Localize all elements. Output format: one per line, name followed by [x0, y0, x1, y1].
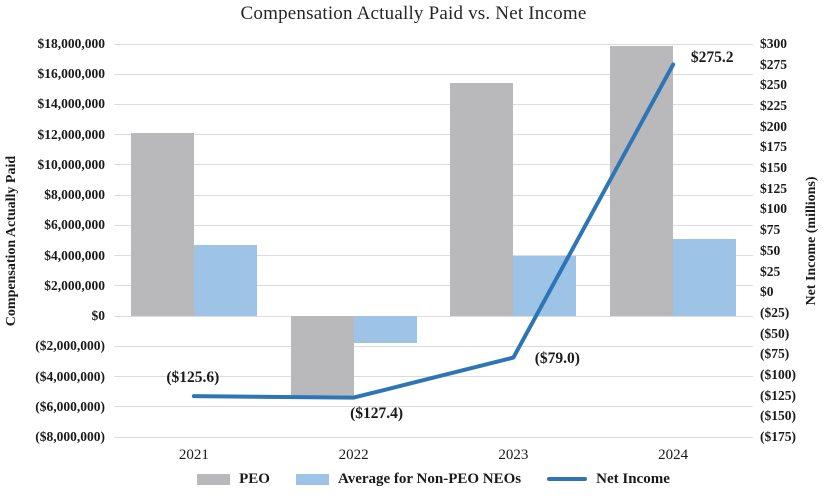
net-income-point-label-2022: ($127.4): [350, 404, 404, 422]
right-tick-label: ($25): [760, 304, 790, 320]
bar-average-for-non-peo-neos-2024: [673, 238, 737, 317]
gridline: [114, 224, 753, 226]
right-tick-label: $200: [760, 118, 787, 134]
plot-area: ($125.6) ($127.4) ($79.0) $275.2: [114, 43, 753, 438]
gridline: [114, 406, 753, 408]
legend-item-net-income: Net Income: [547, 471, 670, 488]
legend-item-average-for-non-peo-neos: Average for Non-PEO NEOs: [295, 470, 522, 488]
bar-peo-2021: [130, 133, 194, 317]
left-tick-label: $16,000,000: [37, 66, 106, 82]
gridline: [114, 194, 753, 196]
left-tick-label: $6,000,000: [44, 217, 105, 233]
gridline: [114, 285, 753, 287]
left-tick-label: $4,000,000: [44, 247, 105, 263]
legend-swatch-icon: [295, 473, 329, 485]
left-axis-tick-labels: $18,000,000 $16,000,000 $14,000,000 $12,000…: [0, 36, 106, 444]
gridline: [114, 255, 753, 257]
right-tick-label: $50: [760, 242, 781, 258]
legend-label: Net Income: [596, 470, 670, 487]
chart-title: Compensation Actually Paid vs. Net Incom…: [240, 3, 587, 24]
right-tick-label: $100: [760, 201, 787, 217]
gridline: [114, 103, 753, 105]
right-tick-label: ($150): [760, 408, 796, 424]
right-tick-label: ($100): [760, 366, 796, 382]
left-tick-label: $12,000,000: [37, 126, 106, 142]
legend-label: Average for Non-PEO NEOs: [337, 470, 522, 487]
right-tick-label: $75: [760, 222, 781, 238]
right-tick-label: ($175): [760, 429, 796, 444]
right-tick-label: $225: [760, 98, 787, 114]
right-axis-tick-labels: $300 $275 $250 $225 $200 $175 $150 $125 $100 $75 $…: [760, 36, 826, 444]
legend-swatch-icon: [197, 473, 231, 485]
net-income-point-label-2023: ($79.0): [534, 349, 580, 367]
bar-average-for-non-peo-neos-2022: [353, 316, 417, 344]
right-tick-label: ($125): [760, 387, 796, 403]
gridline: [114, 164, 753, 166]
bar-peo-2024: [610, 45, 674, 317]
left-tick-label: ($8,000,000): [35, 429, 105, 444]
net-income-line: [191, 62, 676, 400]
right-tick-label: $0: [760, 284, 774, 300]
x-tick-label-2021: 2021: [178, 447, 209, 463]
right-tick-label: $250: [760, 77, 787, 93]
left-tick-label: $0: [91, 308, 106, 324]
gridline: [114, 315, 753, 317]
left-tick-label: $18,000,000: [37, 36, 106, 51]
x-tick-label-2022: 2022: [338, 447, 369, 463]
x-axis-tick-labels: 2021 2022 2023 2024: [114, 447, 753, 467]
right-tick-label: ($50): [760, 325, 790, 341]
right-tick-label: $25: [760, 263, 781, 279]
bar-peo-2022: [290, 316, 354, 398]
net-income-point-label-2021: ($125.6): [166, 369, 220, 387]
left-tick-label: ($6,000,000): [35, 398, 105, 414]
right-tick-label: $175: [760, 139, 787, 155]
left-tick-label: $10,000,000: [37, 156, 106, 172]
left-tick-label: $8,000,000: [44, 187, 105, 203]
x-tick-label-2023: 2023: [498, 447, 529, 463]
right-tick-label: ($75): [760, 346, 790, 362]
gridline: [114, 436, 753, 438]
right-tick-label: $150: [760, 160, 787, 176]
left-tick-label: $14,000,000: [37, 96, 106, 112]
chart-legend: PEO Average for Non-PEO NEOs Net Income: [114, 466, 753, 492]
legend-label: PEO: [239, 470, 270, 487]
gridline: [114, 43, 753, 45]
left-tick-label: $2,000,000: [44, 277, 105, 293]
bar-average-for-non-peo-neos-2023: [513, 255, 577, 317]
right-tick-label: $300: [760, 36, 787, 51]
legend-item-peo: PEO: [197, 471, 270, 488]
bar-average-for-non-peo-neos-2021: [193, 245, 257, 317]
bar-peo-2023: [450, 83, 514, 317]
right-tick-label: $275: [760, 56, 787, 72]
left-tick-label: ($2,000,000): [35, 338, 105, 354]
x-tick-label-2024: 2024: [658, 447, 689, 463]
net-income-point-label-2024: $275.2: [690, 48, 734, 66]
gridline: [114, 73, 753, 75]
gridline: [114, 134, 753, 136]
gridline: [114, 345, 753, 347]
left-tick-label: ($4,000,000): [35, 368, 105, 384]
legend-line-icon: [547, 477, 588, 481]
right-tick-label: $125: [760, 180, 787, 196]
